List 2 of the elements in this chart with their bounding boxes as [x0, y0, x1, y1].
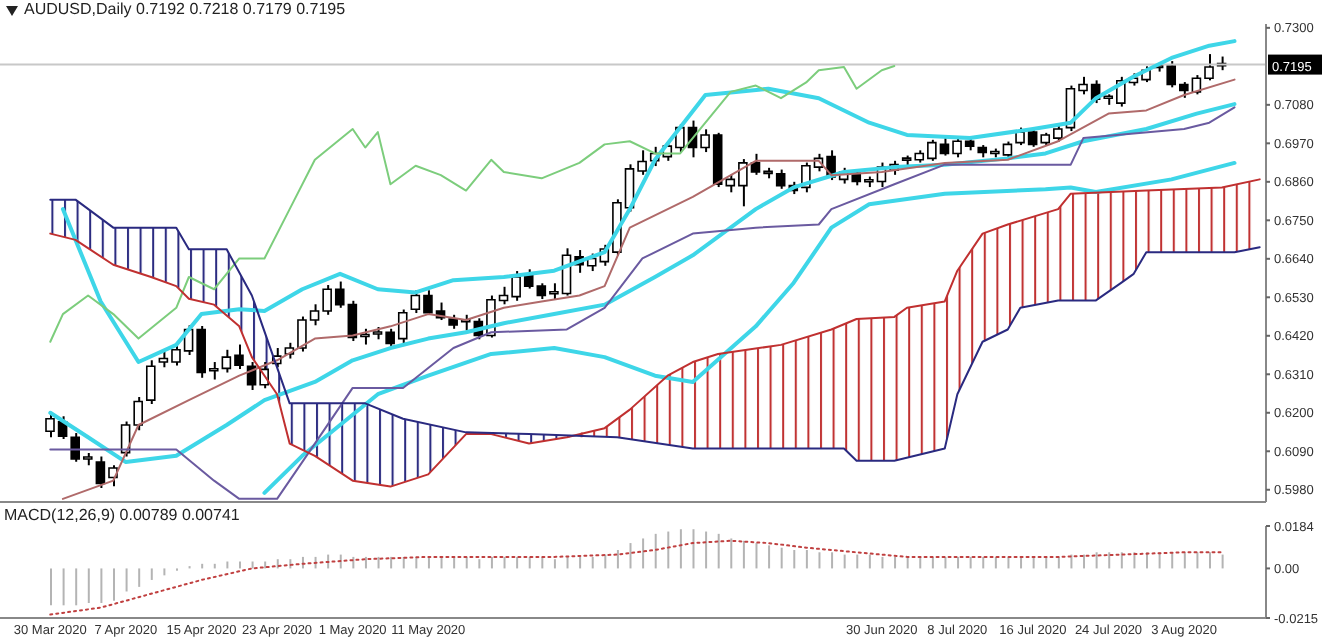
- chart-title: AUDUSD,Daily 0.7192 0.7218 0.7179 0.7195: [24, 0, 346, 18]
- chart-title: MACD(12,26,9) 0.00789 0.00741: [4, 506, 240, 524]
